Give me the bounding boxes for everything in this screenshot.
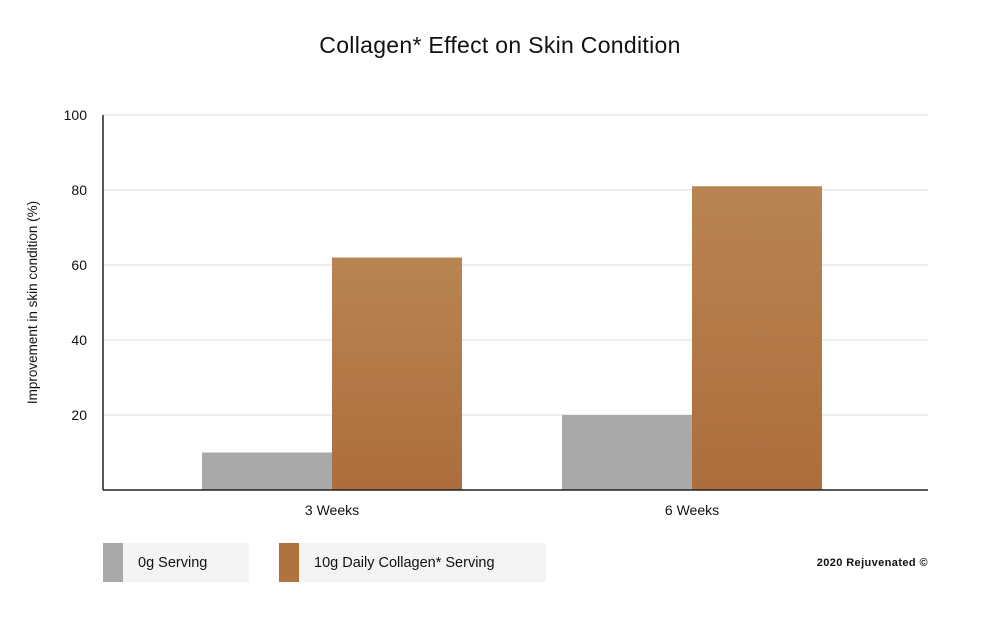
legend-item-10g-collagen: 10g Daily Collagen* Serving xyxy=(279,543,546,582)
legend-label: 0g Serving xyxy=(138,554,208,571)
bar-brown-1 xyxy=(332,257,462,490)
x-tick-label: 6 Weeks xyxy=(665,502,719,518)
y-tick-label: 100 xyxy=(64,107,88,123)
bar-gray-2 xyxy=(562,415,692,490)
y-tick-label: 80 xyxy=(71,182,87,198)
y-axis-label: Improvement in skin condition (%) xyxy=(25,201,40,404)
copyright-text: 2020 Rejuvenated © xyxy=(816,557,928,569)
y-tick-label: 40 xyxy=(71,332,87,348)
bars xyxy=(202,186,822,490)
legend-swatch-brown xyxy=(279,543,299,582)
axes xyxy=(102,115,928,491)
legend-swatch-gray xyxy=(103,543,123,582)
tick-labels: 20 40 60 80 100 3 Weeks 6 Weeks Improvement in … xyxy=(25,107,719,518)
legend-item-0g-serving: 0g Serving xyxy=(103,543,249,582)
chart-title: Collagen* Effect on Skin Condition xyxy=(319,32,681,58)
y-tick-label: 60 xyxy=(71,257,87,273)
x-tick-label: 3 Weeks xyxy=(305,502,359,518)
legend-label: 10g Daily Collagen* Serving xyxy=(314,554,495,571)
bar-brown-2 xyxy=(692,186,822,490)
bar-gray-1 xyxy=(202,452,332,490)
y-tick-label: 20 xyxy=(71,407,87,423)
